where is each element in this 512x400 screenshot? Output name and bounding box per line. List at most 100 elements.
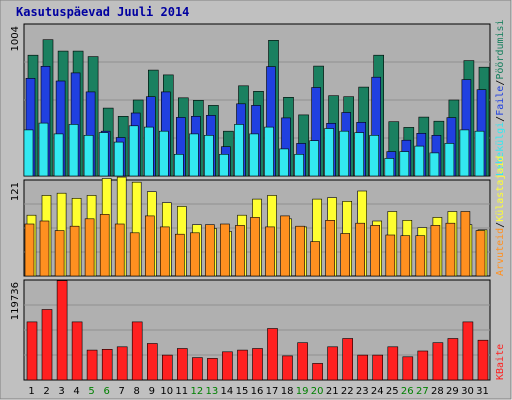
day-label-6: 6 [104,386,110,397]
visits-bar-arvuteid-day-6 [99,214,110,277]
kbytes-bar-kbaite-day-26 [402,356,414,381]
right-legend: Lehekülgi/Faile/PöördumisiArvuteid/Külas… [495,19,506,380]
kbytes-bar-kbaite-day-15 [237,349,248,381]
kbytes-bar-kbaite-day-18 [282,355,293,381]
day-label-8: 8 [134,386,140,397]
legend-separator: / [495,116,506,122]
kbytes-bar-kbaite-day-27 [417,350,429,381]
kbytes-bar-kbaite-day-6 [101,348,113,381]
hits-bar-lehek-lgi-day-19 [294,154,304,177]
visits-bar-arvuteid-day-26 [400,235,411,277]
kbytes-bar-kbaite-day-11 [177,348,188,381]
visits-bar-arvuteid-day-5 [84,218,95,277]
kbytes-bar-kbaite-day-5 [86,349,98,381]
hits-bar-lehek-lgi-day-24 [369,135,380,177]
legend-group: Arvuteid/Külastajaid [495,156,506,276]
visits-bar-arvuteid-day-7 [114,223,125,277]
legend-lehek-lgi: Lehekülgi [495,122,506,176]
hits-bar-lehek-lgi-day-18 [279,148,289,177]
kbytes-bar-kbaite-day-23 [357,354,369,381]
legend-faile: Faile [495,86,506,116]
hits-bar-lehek-lgi-day-17 [264,126,274,177]
visits-y-max-label: 121 [10,182,21,201]
hits-bar-lehek-lgi-day-3 [53,133,64,177]
day-label-21: 21 [326,386,339,397]
kbytes-bar-kbaite-day-24 [372,354,384,381]
hits-bar-lehek-lgi-day-10 [159,130,169,177]
kbytes-bar-kbaite-day-29 [447,338,459,381]
kbytes-bar-kbaite-day-21 [327,346,338,381]
visits-bar-arvuteid-day-14 [220,223,230,277]
day-label-10: 10 [160,386,173,397]
kbytes-bar-kbaite-day-28 [432,342,444,381]
hits-bar-lehek-lgi-day-22 [339,130,350,177]
hits-bar-lehek-lgi-day-16 [249,133,259,177]
kbytes-bar-kbaite-day-14 [222,351,233,381]
kbytes-bar-kbaite-day-8 [131,321,143,381]
day-label-30: 30 [461,386,474,397]
visits-bar-arvuteid-day-11 [175,233,185,277]
y-max-labels: 1004 121 119736 [10,26,21,320]
kbytes-bar-kbaite-day-10 [162,354,173,381]
hits-bar-lehek-lgi-day-12 [189,133,199,177]
day-label-17: 17 [266,386,279,397]
kbytes-bar-kbaite-day-17 [267,328,278,381]
day-label-29: 29 [446,386,459,397]
hits-bar-lehek-lgi-day-1 [23,129,34,177]
hits-bar-lehek-lgi-day-5 [83,135,94,177]
kbytes-bar-kbaite-day-19 [297,342,308,381]
day-label-3: 3 [58,386,64,397]
visits-bar-arvuteid-day-25 [385,234,396,277]
visits-bar-arvuteid-day-27 [415,235,426,277]
visits-bar-arvuteid-day-2 [39,220,50,277]
day-label-2: 2 [43,386,49,397]
hits-bar-lehek-lgi-day-23 [354,132,365,177]
hits-bar-lehek-lgi-day-7 [113,141,124,177]
day-label-7: 7 [119,386,125,397]
kbytes-bar-kbaite-day-31 [477,339,489,381]
chart-title: Kasutuspäevad Juuli 2014 [16,5,189,19]
day-label-31: 31 [476,386,489,397]
visits-bar-arvuteid-day-1 [24,223,35,277]
visits-bar-arvuteid-day-17 [265,226,275,277]
hits-bar-lehek-lgi-day-6 [98,132,109,177]
hits-bar-lehek-lgi-day-26 [399,151,410,177]
visits-bar-arvuteid-day-29 [445,222,456,277]
hits-bar-lehek-lgi-day-25 [384,158,395,177]
kbytes-panel [23,279,491,381]
visits-bar-arvuteid-day-10 [160,226,170,277]
hits-bar-lehek-lgi-day-13 [204,135,214,177]
kbytes-bar-kbaite-day-7 [116,346,128,381]
day-label-18: 18 [281,386,294,397]
day-label-26: 26 [401,386,414,397]
legend-arvuteid: Arvuteid [495,228,506,276]
day-label-4: 4 [73,386,79,397]
day-label-9: 9 [149,386,155,397]
hits-bar-lehek-lgi-day-28 [429,152,440,177]
visits-bar-arvuteid-day-28 [430,225,441,277]
kbytes-bar-kbaite-day-30 [462,321,474,381]
visits-bar-arvuteid-day-8 [129,232,140,277]
hits-bar-lehek-lgi-day-27 [414,145,425,177]
x-axis-day-labels: 1 2 3 4 5 6 7 8 9 10 11 12 13 14 15 16 17 18 19 20 21 22 23 24 2… [28,386,489,397]
hits-bar-lehek-lgi-day-8 [128,125,139,177]
hits-bar-lehek-lgi-day-9 [144,126,154,177]
day-label-27: 27 [416,386,429,397]
hits-bar-lehek-lgi-day-30 [459,129,470,177]
day-label-12: 12 [191,386,204,397]
hits-bar-lehek-lgi-day-21 [324,128,334,177]
visits-panel [23,176,491,277]
day-label-23: 23 [356,386,369,397]
legend-separator: / [495,80,506,86]
hits-bar-lehek-lgi-day-31 [474,130,485,177]
kbytes-bar-kbaite-day-2 [41,309,53,381]
visits-bar-arvuteid-day-20 [310,241,320,277]
kbytes-bar-kbaite-day-1 [26,321,38,381]
visits-bar-arvuteid-day-21 [325,220,335,277]
hits-bar-lehek-lgi-day-4 [68,124,79,177]
day-label-25: 25 [386,386,399,397]
legend-group: Lehekülgi/Faile/Pöördumisi [495,19,506,176]
visits-bar-arvuteid-day-23 [355,222,366,277]
legend-separator: / [495,222,506,228]
